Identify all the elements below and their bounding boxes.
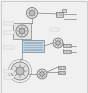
Bar <box>58 66 65 69</box>
Bar <box>4 69 14 73</box>
Bar <box>4 45 14 49</box>
Bar <box>4 21 14 25</box>
Circle shape <box>26 8 37 19</box>
Circle shape <box>37 69 47 79</box>
Bar <box>63 50 71 53</box>
Circle shape <box>16 25 28 37</box>
Circle shape <box>30 11 34 15</box>
Bar <box>56 12 64 16</box>
Circle shape <box>16 67 24 75</box>
Circle shape <box>40 72 44 76</box>
Bar <box>50 28 59 31</box>
Circle shape <box>19 28 25 34</box>
Circle shape <box>11 62 29 80</box>
Bar <box>4 76 14 79</box>
Bar <box>22 40 44 52</box>
Circle shape <box>53 38 63 48</box>
Bar <box>63 44 71 47</box>
Bar <box>62 9 66 12</box>
Bar <box>58 71 65 74</box>
Bar <box>13 23 31 39</box>
Circle shape <box>56 41 60 45</box>
Bar <box>4 31 14 34</box>
